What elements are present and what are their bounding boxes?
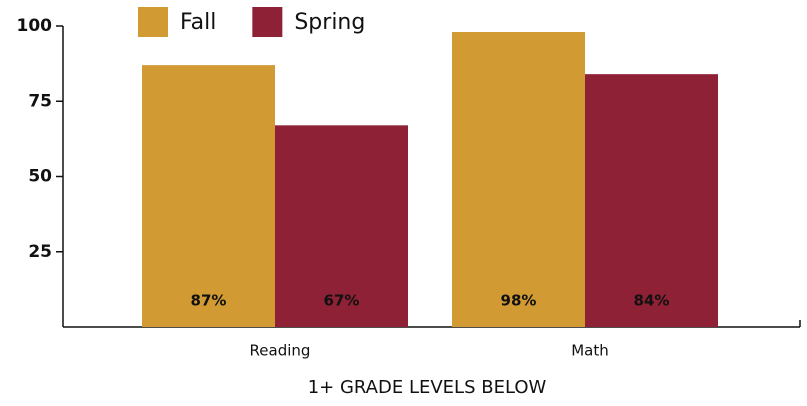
y-tick-label: 75 [28,91,52,111]
y-tick-label: 100 [17,16,53,36]
value-label: 84% [634,292,670,310]
bar [585,74,718,327]
value-label: 87% [191,292,227,310]
legend-swatch [252,7,283,37]
y-tick-label: 25 [28,242,52,262]
value-label: 98% [501,292,537,310]
legend-label: Fall [180,10,216,35]
x-tick-label: Math [571,342,609,360]
bar [452,32,585,328]
bar [142,65,275,327]
y-tick-label: 50 [28,167,52,187]
x-axis-label: 1+ GRADE LEVELS BELOW [308,377,547,398]
legend-swatch [138,7,168,37]
bar [275,125,408,327]
legend-label: Spring [294,10,365,35]
x-tick-label: Reading [250,342,311,360]
value-label: 67% [324,292,360,310]
